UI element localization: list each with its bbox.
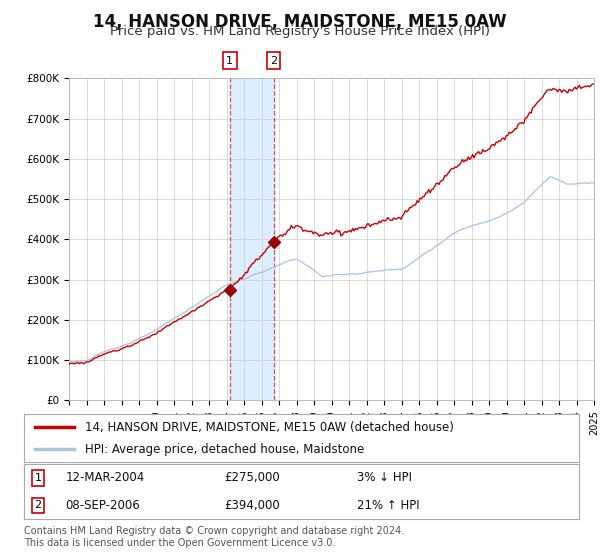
Text: 1: 1 (226, 55, 233, 66)
Text: 12-MAR-2004: 12-MAR-2004 (65, 472, 145, 484)
Text: 14, HANSON DRIVE, MAIDSTONE, ME15 0AW: 14, HANSON DRIVE, MAIDSTONE, ME15 0AW (93, 13, 507, 31)
Text: Price paid vs. HM Land Registry's House Price Index (HPI): Price paid vs. HM Land Registry's House … (110, 25, 490, 38)
Text: £394,000: £394,000 (224, 499, 280, 512)
Text: 2: 2 (270, 55, 277, 66)
Text: 1: 1 (34, 473, 41, 483)
Text: This data is licensed under the Open Government Licence v3.0.: This data is licensed under the Open Gov… (24, 538, 335, 548)
Bar (230, 78, 274, 400)
Text: 21% ↑ HPI: 21% ↑ HPI (357, 499, 419, 512)
Text: 14, HANSON DRIVE, MAIDSTONE, ME15 0AW (detached house): 14, HANSON DRIVE, MAIDSTONE, ME15 0AW (d… (85, 421, 454, 434)
Text: 3% ↓ HPI: 3% ↓ HPI (357, 472, 412, 484)
Text: HPI: Average price, detached house, Maidstone: HPI: Average price, detached house, Maid… (85, 442, 364, 456)
Text: 08-SEP-2006: 08-SEP-2006 (65, 499, 140, 512)
Text: Contains HM Land Registry data © Crown copyright and database right 2024.: Contains HM Land Registry data © Crown c… (24, 526, 404, 536)
Text: 2: 2 (34, 501, 41, 510)
Text: £275,000: £275,000 (224, 472, 280, 484)
